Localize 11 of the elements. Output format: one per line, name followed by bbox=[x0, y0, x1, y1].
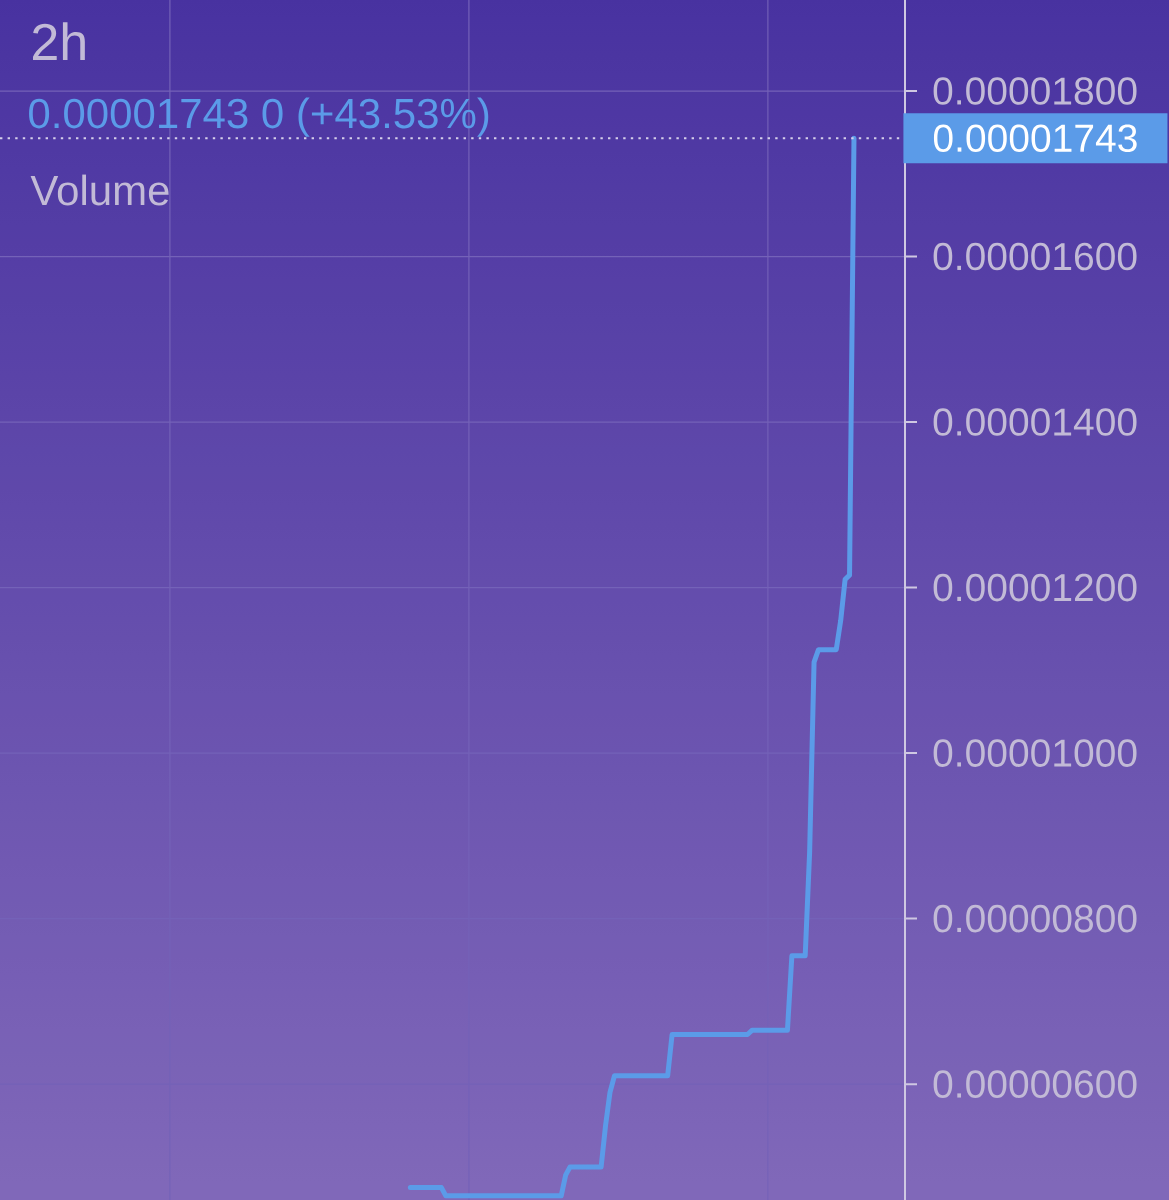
y-tick-label: 0.00001400 bbox=[933, 408, 1137, 436]
y-tick-label: 0.00001000 bbox=[933, 739, 1137, 767]
annotation: Volume bbox=[30, 174, 169, 206]
y-tick-label: 0.00001800 bbox=[933, 77, 1137, 105]
ref-line-label: 0.00001743 bbox=[933, 124, 1137, 152]
text: 0.00001743 0 (+43.53%) bbox=[29, 97, 489, 137]
y-tick-label: 0.00001200 bbox=[933, 573, 1137, 602]
y-tick-label: 0.00001600 bbox=[933, 242, 1137, 271]
chart-title: 2h bbox=[33, 22, 85, 60]
y-tick-label: 0.00000800 bbox=[933, 904, 1137, 933]
y-tick-label: 0.00000600 bbox=[933, 1070, 1137, 1098]
